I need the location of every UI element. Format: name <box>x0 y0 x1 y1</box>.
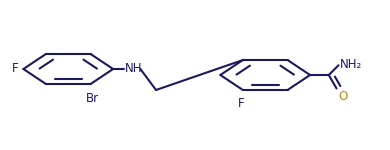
Text: Br: Br <box>86 92 99 105</box>
Text: F: F <box>12 63 18 75</box>
Text: F: F <box>238 98 245 110</box>
Text: O: O <box>339 90 348 103</box>
Text: NH₂: NH₂ <box>340 58 362 71</box>
Text: NH: NH <box>125 62 143 75</box>
